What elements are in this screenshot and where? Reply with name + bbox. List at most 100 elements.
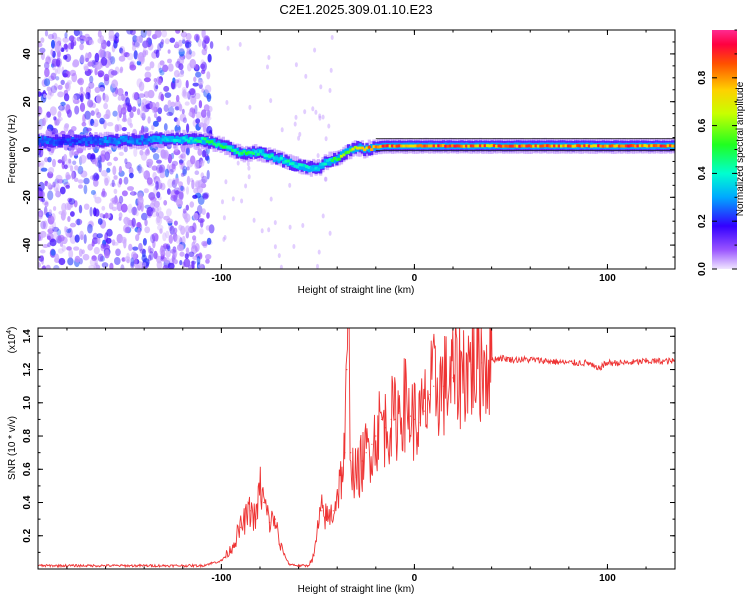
ridge-cell xyxy=(650,144,654,148)
snr-point xyxy=(332,510,334,512)
ridge-cell xyxy=(374,145,378,149)
ridge-cell xyxy=(578,144,582,148)
ridge-cell xyxy=(518,144,522,148)
noise-speck xyxy=(97,30,102,38)
ridge-cell xyxy=(221,142,225,149)
ridge-cell xyxy=(261,153,265,156)
noise-speck xyxy=(162,243,169,250)
ridge-cell xyxy=(289,162,293,166)
ridge-cell xyxy=(648,144,652,148)
noise-speck xyxy=(99,117,105,125)
ridge-cell xyxy=(52,141,56,145)
noise-speck xyxy=(163,104,169,112)
noise-speck xyxy=(60,47,65,52)
noise-speck xyxy=(42,264,47,269)
noise-speck xyxy=(90,110,95,116)
noise-speck xyxy=(108,202,114,210)
ridge-cell xyxy=(671,144,675,148)
noise-speck xyxy=(86,152,92,160)
noise-speck xyxy=(100,243,107,249)
noise-speck xyxy=(106,161,113,166)
spectrogram-y-label: Frequency (Hz) xyxy=(7,115,18,184)
noise-speck xyxy=(106,167,111,173)
ridge-cell xyxy=(261,149,265,156)
ridge-cell xyxy=(462,144,466,148)
noise-speck xyxy=(76,218,81,226)
ridge-cell xyxy=(453,144,457,148)
noise-speck xyxy=(113,40,118,49)
ridge-cell xyxy=(191,139,195,143)
colorbar-tick-label: 0.6 xyxy=(697,118,708,132)
ridge-cell xyxy=(319,163,323,167)
noise-speck xyxy=(56,179,64,184)
noise-speck xyxy=(97,218,103,225)
ridge-cell xyxy=(152,135,156,142)
chart-title: C2E1.2025.309.01.10.E23 xyxy=(279,2,432,17)
ridge-cell xyxy=(286,159,290,167)
y-tick-label: -40 xyxy=(22,237,33,252)
noise-speck xyxy=(104,212,109,219)
noise-speck xyxy=(64,82,70,90)
noise-speck xyxy=(201,240,208,247)
noise-speck xyxy=(97,155,102,164)
ridge-cell xyxy=(432,144,436,148)
noise-speck xyxy=(47,235,51,240)
noise-speck xyxy=(39,47,46,53)
noise-speck xyxy=(63,124,69,132)
noise-speck xyxy=(186,186,189,195)
noise-speck xyxy=(207,105,213,113)
noise-speck xyxy=(111,79,119,89)
ridge-cell xyxy=(64,140,68,143)
ridge-cell xyxy=(643,144,647,147)
ridge-cell xyxy=(379,145,383,148)
noise-speck xyxy=(198,159,206,164)
noise-speck xyxy=(97,236,101,245)
noise-speck xyxy=(121,127,127,132)
noise-speck xyxy=(100,57,108,66)
ridge-cell xyxy=(441,144,446,148)
noise-speck xyxy=(106,40,111,47)
ridge-cell xyxy=(560,144,564,148)
ridge-cell xyxy=(657,144,661,147)
noise-speck xyxy=(173,259,178,265)
noise-speck xyxy=(181,235,186,245)
noise-speck xyxy=(164,257,170,264)
ridge-cell xyxy=(298,163,302,171)
noise-speck xyxy=(316,153,320,159)
noise-speck xyxy=(62,178,69,185)
ridge-cell xyxy=(532,144,536,148)
ridge-cell xyxy=(245,152,249,155)
noise-speck xyxy=(156,159,162,164)
noise-speck xyxy=(178,57,185,65)
snr-x-label: Height of straight line (km) xyxy=(298,584,415,595)
noise-speck xyxy=(192,235,197,241)
noise-speck xyxy=(206,92,212,102)
ridge-cell xyxy=(384,144,388,148)
noise-speck xyxy=(66,109,72,118)
ridge-cell xyxy=(307,166,311,173)
noise-speck xyxy=(120,236,127,244)
noise-speck xyxy=(189,88,196,96)
ridge-cell xyxy=(555,144,559,148)
ridge-cell xyxy=(564,144,568,148)
noise-speck xyxy=(167,63,174,72)
noise-speck xyxy=(157,78,162,86)
noise-speck xyxy=(127,186,134,191)
snr-point xyxy=(462,369,464,371)
noise-speck xyxy=(138,93,146,98)
noise-speck xyxy=(101,170,108,177)
noise-speck xyxy=(52,226,60,232)
ridge-cell xyxy=(147,138,151,142)
ridge-cell xyxy=(448,144,452,148)
ridge-cell xyxy=(495,144,499,148)
noise-speck xyxy=(47,156,52,163)
snr-point xyxy=(606,362,609,364)
noise-speck xyxy=(206,169,210,180)
noise-speck xyxy=(140,30,147,38)
noise-speck xyxy=(95,108,100,116)
ridge-cell xyxy=(302,163,307,167)
ridge-cell xyxy=(418,144,422,147)
noise-speck xyxy=(71,149,75,156)
ridge-cell xyxy=(606,144,610,148)
noise-speck xyxy=(197,218,205,223)
